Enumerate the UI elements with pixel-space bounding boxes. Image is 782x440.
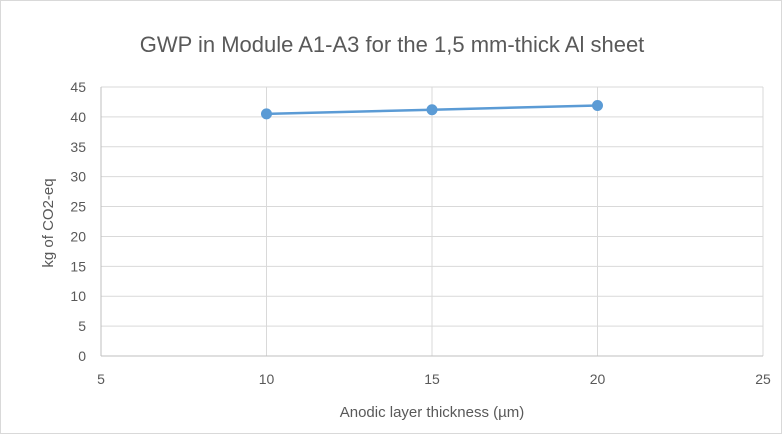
chart-title: GWP in Module A1-A3 for the 1,5 mm-thick… (140, 32, 645, 57)
data-point (261, 108, 272, 120)
y-tick-label: 15 (70, 258, 86, 274)
x-tick-label: 10 (259, 371, 275, 387)
x-tick-label: 20 (590, 371, 606, 387)
y-tick-label: 40 (70, 109, 86, 125)
y-axis-label: kg of CO2-eq (40, 178, 57, 267)
y-tick-label: 25 (70, 199, 86, 215)
data-series (261, 100, 603, 120)
y-tick-label: 20 (70, 228, 86, 244)
gridlines (101, 86, 764, 356)
x-axis-label: Anodic layer thickness (µm) (340, 404, 525, 421)
x-tick-label: 5 (97, 371, 105, 387)
x-tick-label: 25 (755, 371, 771, 387)
x-tick-label: 15 (424, 371, 440, 387)
data-point (592, 100, 603, 112)
axes (100, 87, 763, 357)
y-tick-labels: 0 5 10 15 20 25 30 35 40 45 (70, 79, 86, 364)
data-point (426, 104, 438, 116)
y-tick-label: 35 (70, 139, 86, 155)
y-tick-label: 5 (78, 318, 86, 334)
x-tick-labels: 5 10 15 20 25 (97, 371, 771, 387)
y-tick-label: 30 (70, 169, 86, 185)
y-tick-label: 0 (78, 348, 86, 364)
y-tick-label: 10 (70, 288, 86, 304)
y-tick-label: 45 (70, 79, 86, 95)
